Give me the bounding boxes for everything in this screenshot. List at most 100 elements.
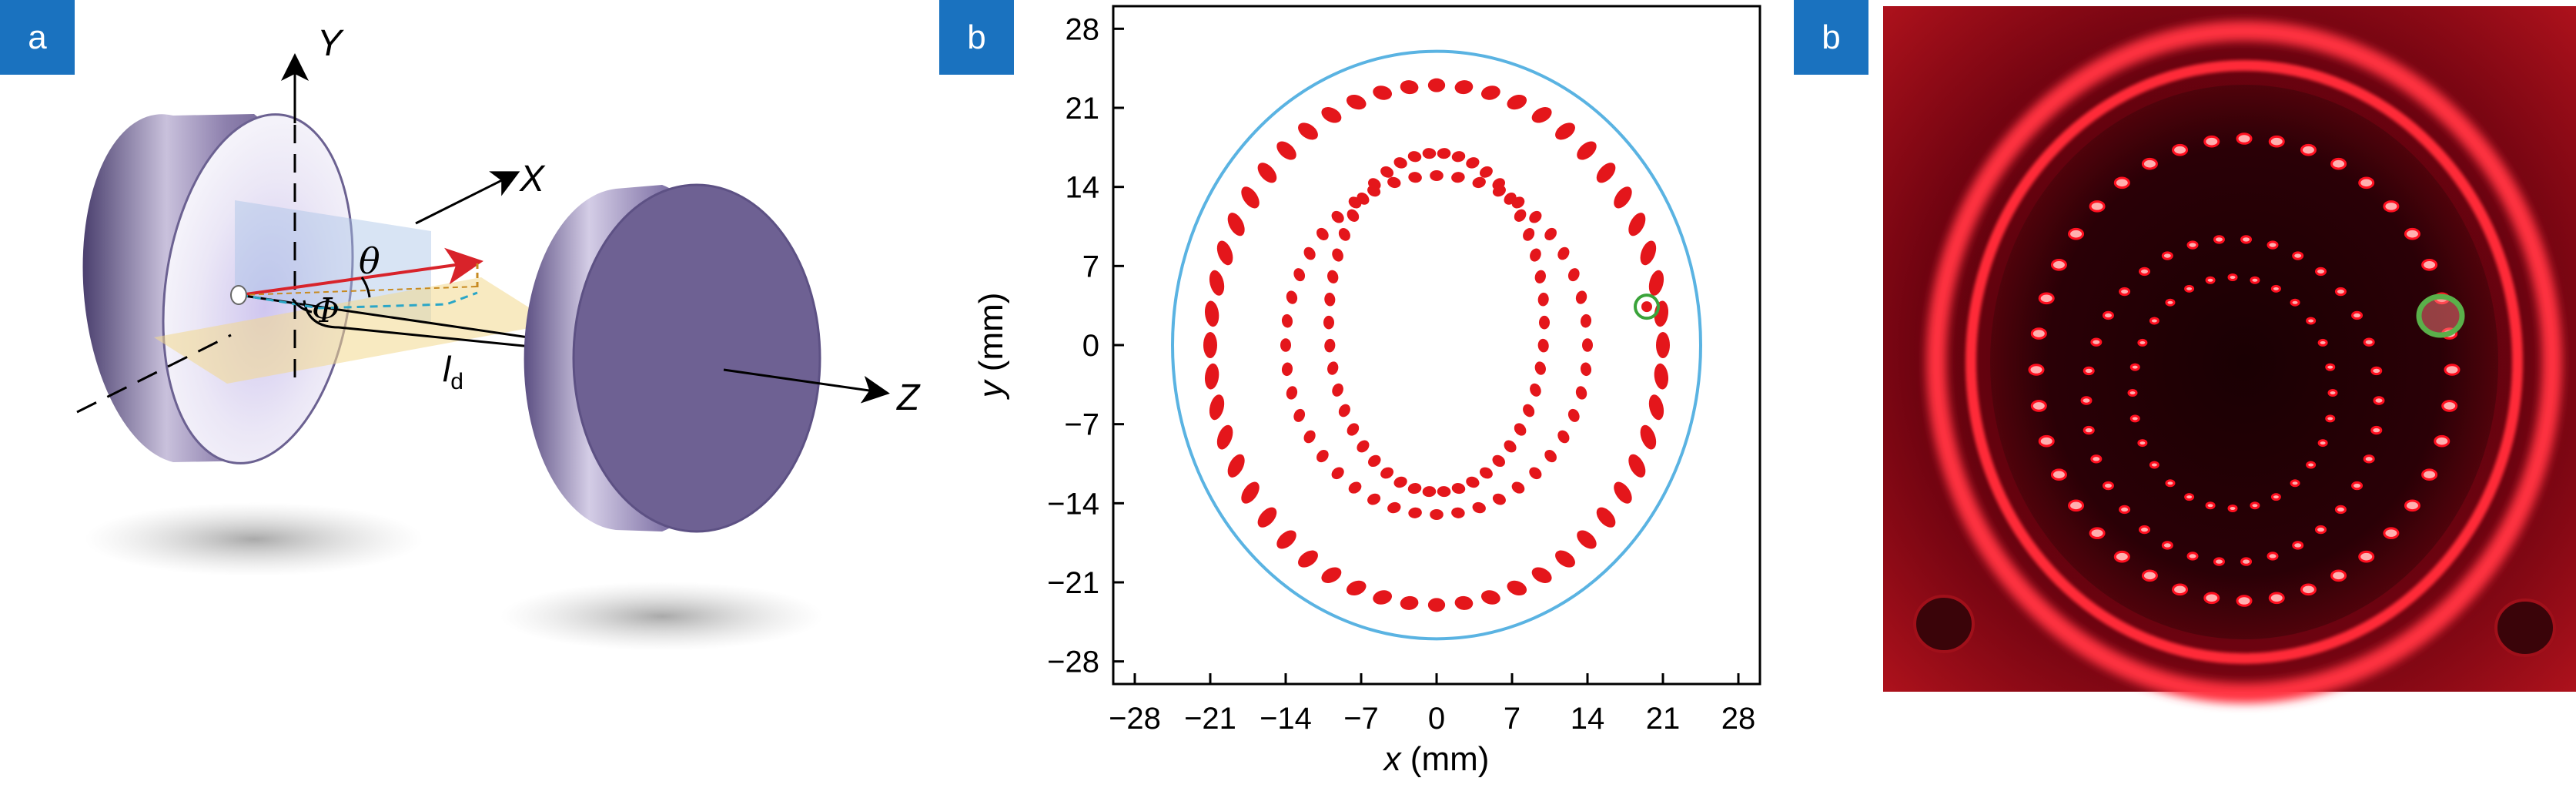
spot: [1523, 228, 1535, 241]
panel-b: b −28 −28 −21 −21 −14 −14 −7 −7 0 0 7 7 14 14 21 21 28 28…: [939, 0, 1771, 788]
photo-spot: [2421, 468, 2438, 481]
y-tick-label: −21: [1047, 566, 1099, 600]
photo-spot: [2290, 298, 2300, 307]
spot: [1407, 151, 1422, 163]
photo-spot: [2186, 552, 2199, 561]
photo-spot: [2080, 396, 2093, 405]
spot: [1451, 172, 1465, 183]
cavity-photo: [1883, 6, 2576, 703]
spot: [1454, 595, 1474, 610]
x-tick-label: −7: [1343, 702, 1379, 736]
spot: [1324, 338, 1336, 353]
spot: [1204, 363, 1219, 390]
cavity-axis-line: [238, 293, 540, 340]
spot: [1348, 481, 1362, 494]
spot: [1303, 430, 1316, 444]
x-tick-label: −14: [1260, 702, 1312, 736]
spot: [1492, 493, 1506, 505]
spot: [1430, 170, 1444, 181]
z-axis-arrow: [723, 368, 890, 404]
photo-spot: [2240, 557, 2253, 566]
photo-spot: [2306, 461, 2317, 469]
y-axis-label: y (mm): [972, 293, 1010, 401]
photo-spot: [2404, 227, 2420, 240]
panel-label-b: b: [939, 0, 1014, 75]
photo-spot: [2161, 251, 2173, 260]
right-mirror-face: [572, 183, 821, 533]
spot: [1628, 213, 1646, 236]
spot: [1400, 595, 1419, 610]
photo-spot: [2050, 468, 2067, 481]
spot: [1575, 386, 1587, 400]
photo-spot: [2137, 439, 2148, 448]
spot: [1357, 440, 1370, 453]
photo-spot: [2227, 273, 2238, 281]
tick-group: −28 −28 −21 −21 −14 −14 −7 −7 0 0 7 7 14 14 21 21 28 28: [1047, 12, 1755, 736]
spot: [1380, 166, 1394, 178]
axis-label-z: Z: [896, 377, 921, 418]
photo-spot: [2090, 454, 2103, 464]
y-tick-label: 28: [1066, 12, 1100, 46]
spot: [1327, 361, 1339, 375]
screw-left: [1913, 595, 1975, 653]
phi-label: Φ: [312, 291, 340, 330]
spot: [1504, 440, 1517, 453]
photo-spot: [2270, 284, 2281, 293]
spot: [1529, 210, 1542, 223]
spot: [1380, 467, 1394, 479]
beam-projection: [239, 291, 478, 310]
photo-spot: [2441, 400, 2458, 412]
spot: [1427, 78, 1446, 92]
photo-spot: [2172, 583, 2189, 596]
spot: [1614, 481, 1632, 504]
spot: [1408, 507, 1422, 518]
spot: [1580, 362, 1592, 377]
spot: [1534, 361, 1546, 375]
photo-spot: [2184, 493, 2195, 501]
photo-spot: [2373, 396, 2385, 405]
photo-spot: [2267, 552, 2279, 561]
spot: [1544, 449, 1557, 463]
photo-spot: [2315, 525, 2327, 535]
spot: [1281, 314, 1293, 328]
photo-spot: [2421, 259, 2438, 271]
spot: [1331, 467, 1344, 480]
axis-label-x: X: [519, 159, 546, 200]
spot: [1575, 290, 1587, 304]
photo-spot: [2434, 434, 2451, 448]
spot: [1367, 185, 1381, 197]
spot: [1286, 290, 1298, 304]
panel-label-a: a: [0, 0, 75, 75]
spot: [1492, 185, 1506, 197]
shadow-right: [500, 582, 824, 651]
photo-spot: [2267, 240, 2279, 250]
spot: [1580, 314, 1592, 328]
photo-spot: [2363, 337, 2375, 347]
spot: [1640, 424, 1657, 450]
spot: [1408, 172, 1422, 183]
photo-spot: [2038, 292, 2055, 305]
boundary-group: [1171, 49, 1702, 641]
spot: [1324, 292, 1336, 307]
input-hole: [230, 285, 247, 305]
spot: [1393, 157, 1407, 169]
spot: [1422, 148, 1437, 159]
spot: [1567, 268, 1580, 282]
photo-spot: [2102, 481, 2114, 491]
photo-spot: [2068, 227, 2085, 240]
spot: [1544, 227, 1557, 241]
spot: [1427, 598, 1446, 612]
photo-spot: [2351, 481, 2364, 491]
photo-spot: [2330, 569, 2347, 582]
spot: [1454, 80, 1474, 95]
spot: [1327, 270, 1339, 283]
photo-spot: [2213, 235, 2225, 244]
spot: [1407, 482, 1422, 495]
x-tick-label: −21: [1184, 702, 1236, 736]
spot: [1640, 240, 1657, 266]
spot: [1323, 315, 1334, 330]
projection-guide: [239, 286, 478, 296]
spot: [1281, 362, 1293, 377]
spot: [1539, 315, 1550, 330]
panel-a: a: [0, 0, 924, 788]
